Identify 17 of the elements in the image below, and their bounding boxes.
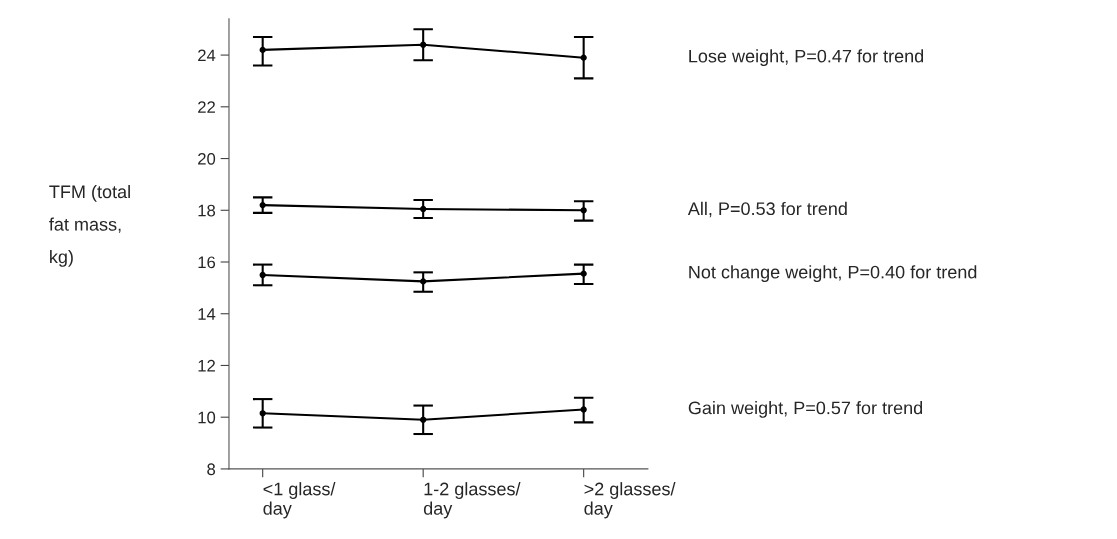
text: Lose weight, P=0.47 for trend [689,49,924,67]
text: Not change weight, P=0.40 for trend [689,265,977,283]
y-tick-label: 16 [198,256,216,269]
text: Gain weight, P=0.57 for trend [688,401,923,418]
y-tick-label: 10 [198,411,216,424]
y-tick-label: 24 [198,49,216,62]
y-tick-label: 20 [198,152,216,165]
y-tick-label: 14 [198,308,216,320]
y-tick-label: 22 [198,101,215,113]
y-axis-title: TFM (total fat mass, kg) [49,184,130,267]
y-tick-label: 12 [198,359,215,372]
x-tick-label: 1-2 glasses/ day [423,482,521,519]
y-tick-label: 18 [198,204,216,217]
x-tick-label: <1 glass/ day [263,482,336,519]
x-tick-label: >2 glasses/ day [584,482,676,519]
text: All, P=0.53 for trend [687,201,847,218]
y-tick-label: 8 [207,463,216,476]
